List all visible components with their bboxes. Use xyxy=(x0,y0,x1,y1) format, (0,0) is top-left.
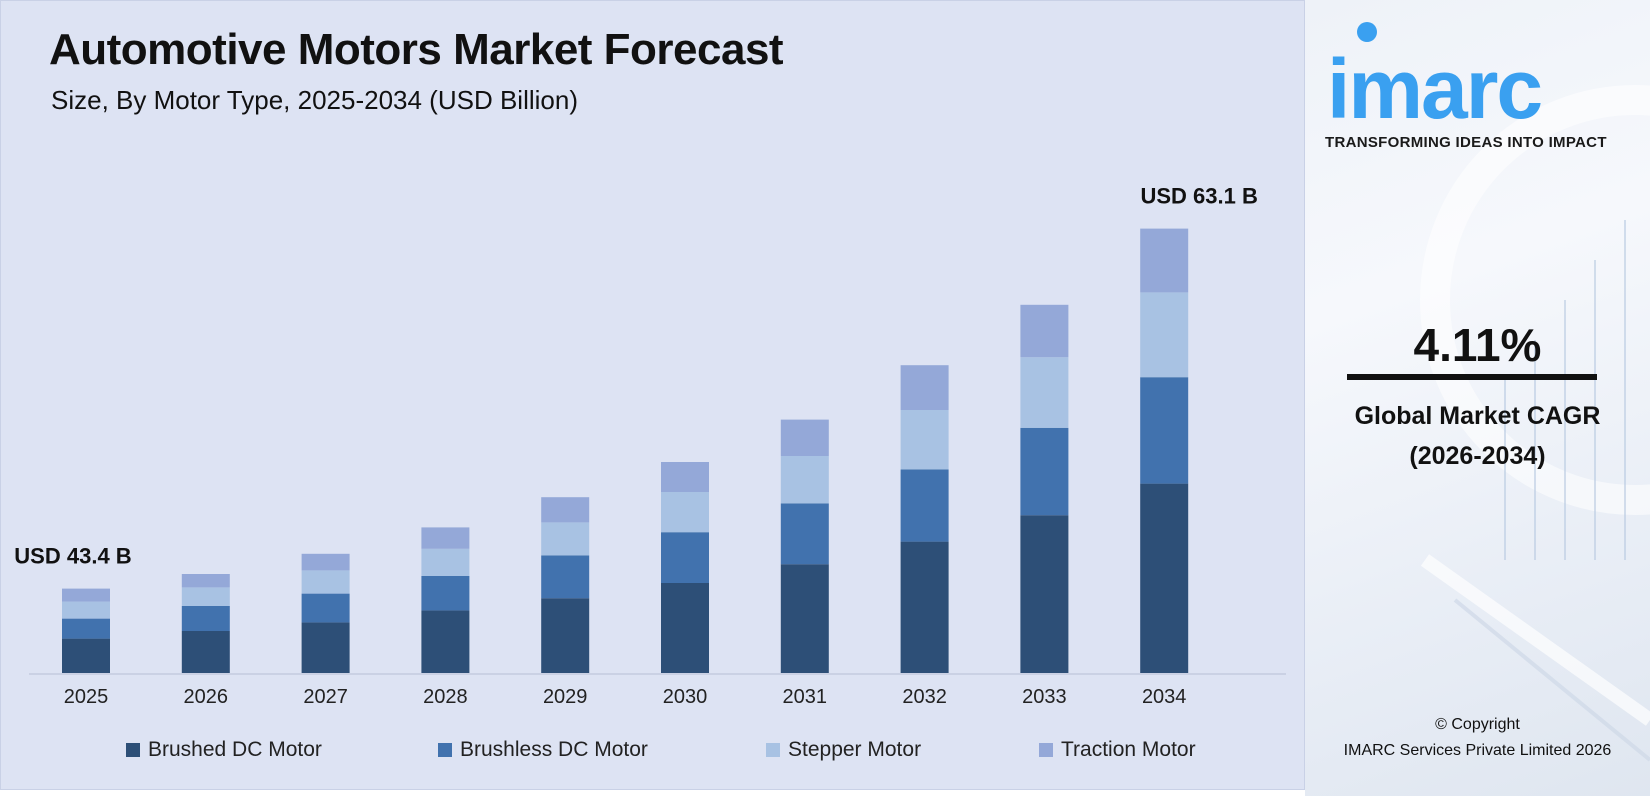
legend-label: Stepper Motor xyxy=(788,738,922,761)
x-tick-label: 2034 xyxy=(1142,686,1187,708)
side-panel: imarc TRANSFORMING IDEAS INTO IMPACT 4.1… xyxy=(1305,0,1650,796)
bar-segment-stepper-motor-2028 xyxy=(421,548,470,576)
bar-segment-brushless-dc-motor-2026 xyxy=(181,606,230,631)
cagr-label: Global Market CAGR (2026-2034) xyxy=(1305,396,1650,476)
bar-segment-traction-motor-2025 xyxy=(62,588,110,602)
bar-segment-brushed-dc-motor-2034 xyxy=(1140,483,1189,673)
bar-segment-traction-motor-2029 xyxy=(541,497,590,523)
chart-panel: Automotive Motors Market Forecast Size, … xyxy=(0,0,1305,790)
bar-segment-brushed-dc-motor-2032 xyxy=(900,541,949,673)
bar-segment-traction-motor-2031 xyxy=(780,419,829,456)
bar-segment-stepper-motor-2031 xyxy=(780,456,829,504)
bar-segment-stepper-motor-2030 xyxy=(661,492,709,533)
chart-title: Automotive Motors Market Forecast xyxy=(49,25,784,74)
tagline: TRANSFORMING IDEAS INTO IMPACT xyxy=(1325,134,1607,151)
x-tick-label: 2031 xyxy=(783,686,828,708)
bar-segment-traction-motor-2034 xyxy=(1140,228,1189,293)
x-tick-label: 2030 xyxy=(663,686,708,708)
bar-segment-brushless-dc-motor-2031 xyxy=(780,503,829,565)
bar-segment-traction-motor-2030 xyxy=(661,462,709,492)
bar-segment-brushed-dc-motor-2031 xyxy=(780,564,829,673)
annotations: USD 43.4 B USD 63.1 B xyxy=(14,184,1258,569)
logo-dot xyxy=(1357,22,1377,42)
bar-segment-brushed-dc-motor-2030 xyxy=(661,583,709,673)
background-decoration xyxy=(1420,85,1650,762)
bar-segment-brushless-dc-motor-2029 xyxy=(541,555,590,599)
bar-segment-traction-motor-2027 xyxy=(301,553,350,571)
bar-segment-brushed-dc-motor-2027 xyxy=(301,622,350,673)
x-tick-label: 2032 xyxy=(902,686,947,708)
legend-swatch xyxy=(126,743,140,757)
legend-swatch xyxy=(438,743,452,757)
imarc-logo: imarc xyxy=(1327,20,1627,136)
legend-item-traction: Traction Motor xyxy=(1039,738,1196,762)
bar-segment-stepper-motor-2025 xyxy=(62,601,110,619)
cagr-label-line1: Global Market CAGR xyxy=(1354,402,1601,430)
legend-label: Traction Motor xyxy=(1061,738,1196,761)
bar-segment-brushed-dc-motor-2033 xyxy=(1020,515,1069,673)
legend-item-brushless-dc: Brushless DC Motor xyxy=(438,738,648,762)
bar-segment-brushed-dc-motor-2025 xyxy=(62,638,110,673)
legend-item-brushed-dc: Brushed DC Motor xyxy=(126,738,322,762)
x-tick-label: 2033 xyxy=(1022,686,1067,708)
bar-segment-brushless-dc-motor-2034 xyxy=(1140,377,1189,484)
copyright-line2: IMARC Services Private Limited 2026 xyxy=(1343,742,1612,759)
bar-segment-brushless-dc-motor-2030 xyxy=(661,532,709,583)
legend-label: Brushed DC Motor xyxy=(148,738,322,761)
bar-segment-stepper-motor-2033 xyxy=(1020,357,1069,428)
imarc-logo-graphic: imarc xyxy=(1327,22,1543,136)
bar-segment-stepper-motor-2027 xyxy=(301,570,350,594)
cagr-divider xyxy=(1347,374,1597,380)
bar-segment-traction-motor-2032 xyxy=(900,365,949,410)
bars-group xyxy=(62,228,1189,673)
copyright-line1: © Copyright xyxy=(1435,716,1520,733)
x-tick-label: 2029 xyxy=(543,686,588,708)
bar-segment-brushless-dc-motor-2033 xyxy=(1020,427,1069,516)
legend-swatch xyxy=(1039,743,1053,757)
legend: Brushed DC Motor Brushless DC Motor Step… xyxy=(1,738,1306,768)
chart-subtitle: Size, By Motor Type, 2025-2034 (USD Bill… xyxy=(51,85,578,115)
legend-swatch xyxy=(766,743,780,757)
legend-label: Brushless DC Motor xyxy=(460,738,648,761)
copyright: © Copyright IMARC Services Private Limit… xyxy=(1305,712,1650,764)
cagr-label-line2: (2026-2034) xyxy=(1409,442,1546,470)
logo-wordmark: imarc xyxy=(1327,42,1541,130)
bar-segment-stepper-motor-2029 xyxy=(541,522,590,556)
bar-segment-stepper-motor-2032 xyxy=(900,410,949,470)
bar-segment-traction-motor-2028 xyxy=(421,527,470,549)
bar-segment-brushless-dc-motor-2028 xyxy=(421,576,470,611)
x-tick-label: 2025 xyxy=(64,686,109,708)
annotation-label: USD 43.4 B xyxy=(14,544,131,569)
x-tick-label: 2028 xyxy=(423,686,468,708)
bar-segment-brushed-dc-motor-2026 xyxy=(181,631,230,673)
bar-chart: 2025 2026 2027 2028 2029 2030 2031 2032 2033 2034… xyxy=(14,184,1286,708)
x-tick-label: 2026 xyxy=(184,686,229,708)
bar-segment-brushed-dc-motor-2028 xyxy=(421,610,470,673)
bar-segment-traction-motor-2033 xyxy=(1020,304,1069,358)
bar-segment-brushless-dc-motor-2025 xyxy=(62,618,110,639)
annotation-label: USD 63.1 B xyxy=(1141,184,1258,209)
legend-item-stepper: Stepper Motor xyxy=(766,738,921,762)
bar-segment-brushless-dc-motor-2027 xyxy=(301,593,350,623)
bar-segment-stepper-motor-2034 xyxy=(1140,292,1189,378)
bar-segment-stepper-motor-2026 xyxy=(181,587,230,606)
bar-segment-brushed-dc-motor-2029 xyxy=(541,598,590,673)
x-tick-label: 2027 xyxy=(303,686,348,708)
bar-segment-traction-motor-2026 xyxy=(181,574,230,588)
cagr-value: 4.11% xyxy=(1413,319,1542,371)
bar-segment-brushless-dc-motor-2032 xyxy=(900,469,949,542)
x-tick-labels: 2025 2026 2027 2028 2029 2030 2031 2032 2033 2034 xyxy=(64,686,1187,708)
